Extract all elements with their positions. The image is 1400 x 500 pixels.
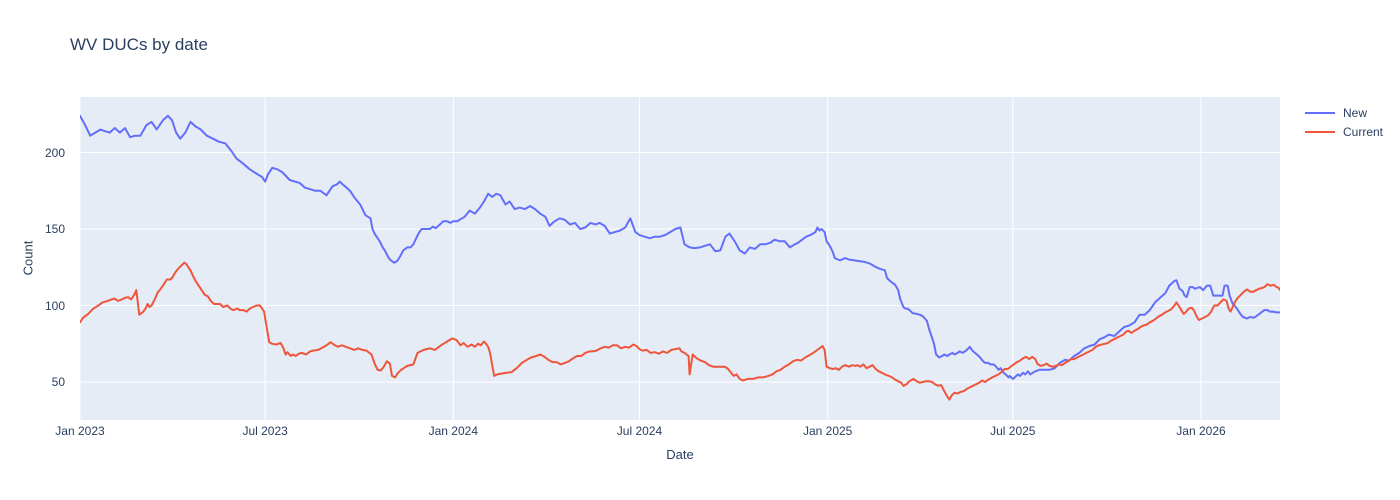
y-axis-title: Count [20,240,36,276]
x-tick-label: Jan 2024 [428,424,479,438]
y-axis-ticks: 50 100 150 200 [0,0,73,500]
x-tick-label: Jul 2023 [242,424,288,438]
plot-canvas[interactable] [80,97,1280,420]
legend-line-swatch [1305,111,1335,114]
y-tick-label: 200 [44,145,65,160]
x-tick-label: Jul 2024 [616,424,663,438]
x-tick-label: Jan 2023 [55,424,105,438]
plot-area[interactable] [80,97,1280,420]
y-tick-label: 50 [51,375,65,389]
x-tick-label: Jan 2025 [802,424,853,438]
plot-background [80,97,1280,420]
series-line-new[interactable] [80,114,1280,380]
x-tick-label: Jan 2026 [1176,424,1226,438]
y-tick-label: 150 [44,222,65,236]
legend-label: Current [1343,124,1384,139]
legend-label: New [1343,105,1368,120]
x-tick-label: Jul 2025 [990,424,1036,438]
legend-item-current[interactable]: Current [1305,122,1383,141]
legend-item-new[interactable]: New [1305,103,1383,122]
x-axis-title: Date [666,447,694,462]
legend: New Current [1305,103,1383,141]
y-tick-label: 100 [44,298,65,313]
series-line-current[interactable] [80,261,1280,401]
chart-title: WV DUCs by date [70,35,208,54]
legend-line-swatch [1305,130,1335,133]
